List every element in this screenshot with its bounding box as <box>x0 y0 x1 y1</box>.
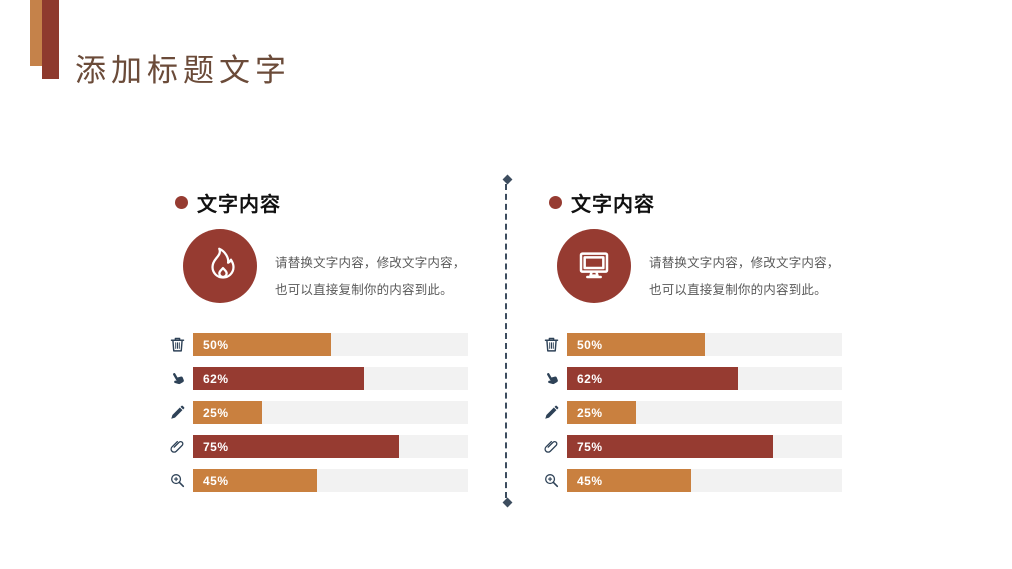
bar-row: 45% <box>541 469 842 492</box>
bar-row: 75% <box>541 435 842 458</box>
hand-pointer-icon <box>167 370 193 387</box>
bar-row: 25% <box>541 401 842 424</box>
bullet-dot <box>549 195 562 209</box>
bar-track: 25% <box>567 401 842 424</box>
column-heading: 文字内容 <box>197 193 281 216</box>
bar-track: 25% <box>193 401 468 424</box>
bar-value-label: 75% <box>577 439 603 454</box>
bar-row: 50% <box>541 333 842 356</box>
bar-fill: 75% <box>193 435 400 458</box>
bar-track: 45% <box>193 469 468 492</box>
column-intro: 请替换文字内容，修改文字内容，也可以直接复制你的内容到此。 <box>167 227 468 323</box>
bar-track: 75% <box>193 435 468 458</box>
title-decoration-red-bar <box>42 0 59 79</box>
bar-value-label: 75% <box>203 439 229 454</box>
magnifier-plus-icon <box>167 472 193 489</box>
bar-row: 50% <box>167 333 468 356</box>
bar-track: 50% <box>567 333 842 356</box>
magnifier-plus-icon <box>541 472 567 489</box>
bar-value-label: 62% <box>203 371 229 386</box>
slide-title: 添加标题文字 <box>75 52 291 88</box>
hand-pointer-icon <box>541 370 567 387</box>
bar-fill: 50% <box>567 333 705 356</box>
bar-value-label: 45% <box>577 473 603 488</box>
bar-fill: 45% <box>567 469 691 492</box>
bar-row: 62% <box>541 367 842 390</box>
column-header: 文字内容 <box>541 191 842 216</box>
trash-icon <box>167 336 193 353</box>
monitor-icon <box>557 229 631 303</box>
bar-track: 45% <box>567 469 842 492</box>
bar-row: 75% <box>167 435 468 458</box>
column-intro: 请替换文字内容，修改文字内容，也可以直接复制你的内容到此。 <box>541 227 842 323</box>
bar-value-label: 25% <box>203 405 229 420</box>
bar-fill: 75% <box>567 435 774 458</box>
bar-track: 50% <box>193 333 468 356</box>
bar-fill: 62% <box>567 367 738 390</box>
paperclip-icon <box>167 438 193 455</box>
bar-fill: 25% <box>567 401 636 424</box>
flame-icon <box>183 229 257 303</box>
bar-fill: 62% <box>193 367 364 390</box>
column-header: 文字内容 <box>167 191 468 216</box>
pencil-icon <box>167 404 193 421</box>
bar-fill: 25% <box>193 401 262 424</box>
title-decoration-orange-bar <box>30 0 42 66</box>
bar-track: 62% <box>567 367 842 390</box>
column-heading: 文字内容 <box>571 193 655 216</box>
bar-fill: 50% <box>193 333 331 356</box>
bar-track: 75% <box>567 435 842 458</box>
bar-value-label: 25% <box>577 405 603 420</box>
bar-row: 62% <box>167 367 468 390</box>
trash-icon <box>541 336 567 353</box>
bar-value-label: 50% <box>203 337 229 352</box>
placeholder-text: 请替换文字内容，修改文字内容，也可以直接复制你的内容到此。 <box>275 255 466 297</box>
bullet-dot <box>175 195 188 209</box>
bar-fill: 45% <box>193 469 317 492</box>
bar-chart: 50% 62% <box>541 333 842 492</box>
content-column-right: 文字内容 请替换文字内容，修改文字内容，也可以直接复制你的内容到此。 <box>541 191 842 503</box>
bar-row: 45% <box>167 469 468 492</box>
bar-chart: 50% 62% <box>167 333 468 492</box>
bar-value-label: 45% <box>203 473 229 488</box>
bar-track: 62% <box>193 367 468 390</box>
placeholder-text: 请替换文字内容，修改文字内容，也可以直接复制你的内容到此。 <box>649 255 840 297</box>
pencil-icon <box>541 404 567 421</box>
vertical-dashed-divider <box>505 184 507 498</box>
bar-value-label: 62% <box>577 371 603 386</box>
content-column-left: 文字内容 请替换文字内容，修改文字内容，也可以直接复制你的内容到此。 <box>167 191 468 503</box>
bar-value-label: 50% <box>577 337 603 352</box>
paperclip-icon <box>541 438 567 455</box>
bar-row: 25% <box>167 401 468 424</box>
